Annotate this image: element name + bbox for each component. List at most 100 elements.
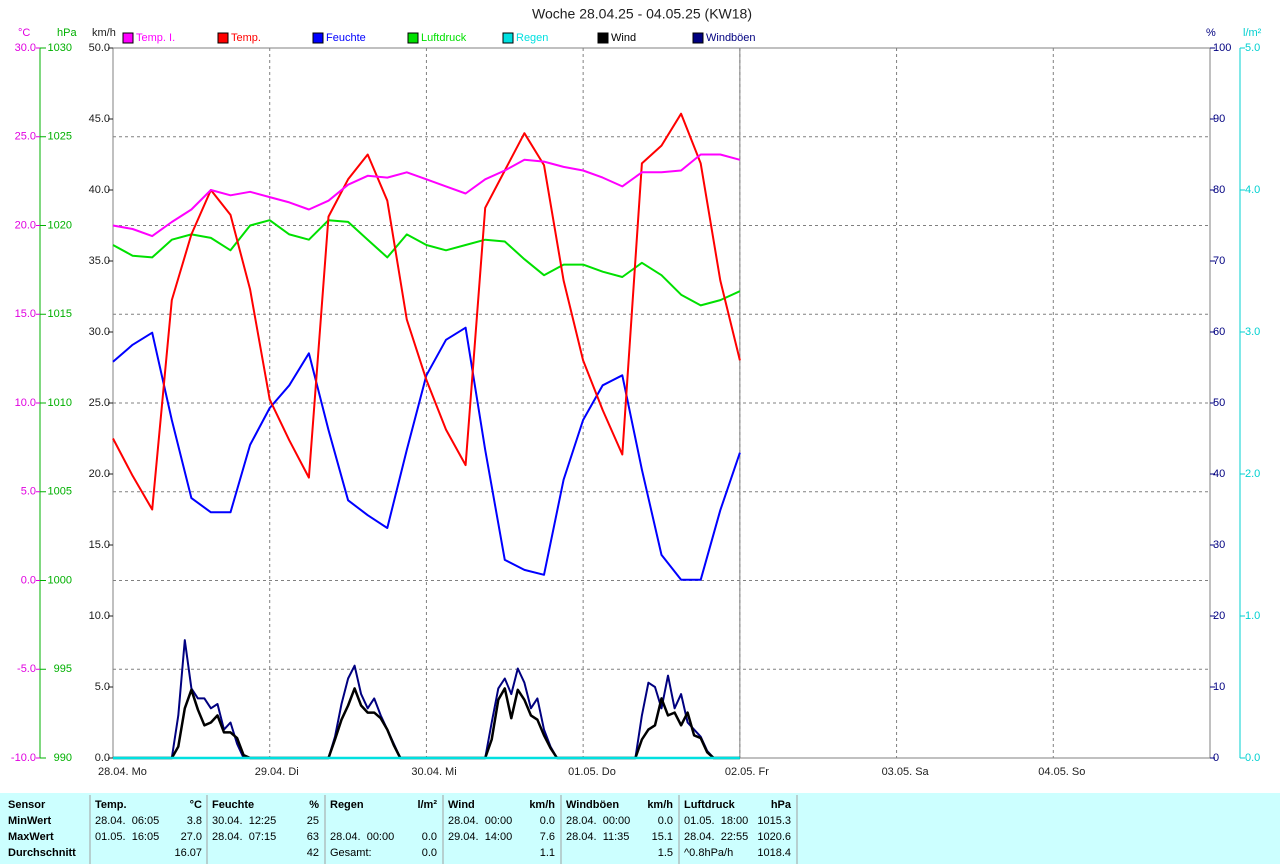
y-tick-label: 0 xyxy=(1213,752,1219,764)
y-tick-label: 60 xyxy=(1213,326,1225,338)
cell-date: 01.05. 18:00 xyxy=(684,815,748,827)
column-header: Luftdruck xyxy=(684,799,736,811)
cell-value: 25 xyxy=(307,815,319,827)
cell-value: 0.0 xyxy=(658,815,673,827)
cell-date: 28.04. 00:00 xyxy=(448,815,512,827)
y-tick-label: 5.0 xyxy=(95,681,110,693)
column-header: Feuchte xyxy=(212,799,254,811)
x-tick-label: 03.05. Sa xyxy=(882,766,930,778)
y-tick-label: 1025 xyxy=(48,131,72,143)
y-tick-label: 1000 xyxy=(48,574,72,586)
x-tick-label: 02.05. Fr xyxy=(725,766,769,778)
legend-swatch xyxy=(407,32,419,44)
cell-value: 27.0 xyxy=(181,831,202,843)
y-tick-label: 0.0 xyxy=(1245,752,1260,764)
y-tick-label: 25.0 xyxy=(15,131,36,143)
series-line xyxy=(112,153,741,238)
cell-value: 1.1 xyxy=(540,847,555,859)
row-label: MaxWert xyxy=(8,831,54,843)
y-tick-label: 1010 xyxy=(48,397,72,409)
x-tick-label: 04.05. So xyxy=(1038,766,1085,778)
y-tick-label: 25.0 xyxy=(89,397,110,409)
cell-value: 3.8 xyxy=(187,815,202,827)
y-tick-label: 30.0 xyxy=(89,326,110,338)
y-tick-label: 15.0 xyxy=(89,539,110,551)
legend-swatch xyxy=(692,32,704,44)
y-tick-label: 0.0 xyxy=(21,574,36,586)
column-header: Wind xyxy=(448,799,475,811)
column-header: Windböen xyxy=(566,799,619,811)
y-tick-label: 10 xyxy=(1213,681,1225,693)
legend-swatch xyxy=(502,32,514,44)
axis-unit: % xyxy=(1206,27,1216,39)
y-tick-label: 1005 xyxy=(48,486,72,498)
cell-date: Gesamt: xyxy=(330,847,372,859)
cell-value: 16.07 xyxy=(174,847,202,859)
series-line xyxy=(112,112,741,511)
y-tick-label: 45.0 xyxy=(89,113,110,125)
axis-unit: km/h xyxy=(92,27,116,39)
cell-value: 0.0 xyxy=(540,815,555,827)
x-tick-label: 01.05. Do xyxy=(568,766,616,778)
y-tick-label: 10.0 xyxy=(89,610,110,622)
column-header: Regen xyxy=(330,799,364,811)
y-tick-label: 1.0 xyxy=(1245,610,1260,622)
y-tick-label: 20 xyxy=(1213,610,1225,622)
x-tick-label: 28.04. Mo xyxy=(98,766,147,778)
y-tick-label: 80 xyxy=(1213,184,1225,196)
cell-value: 0.0 xyxy=(422,847,437,859)
y-tick-label: 20.0 xyxy=(15,219,36,231)
row-label: Durchschnitt xyxy=(8,847,76,859)
y-tick-label: 50 xyxy=(1213,397,1225,409)
y-tick-label: 0.0 xyxy=(95,752,110,764)
y-tick-label: -10.0 xyxy=(11,752,36,764)
y-tick-label: 35.0 xyxy=(89,255,110,267)
legend-label: Windböen xyxy=(706,32,756,44)
y-tick-label: 40.0 xyxy=(89,184,110,196)
column-unit: hPa xyxy=(771,799,792,811)
cell-date: 28.04. 00:00 xyxy=(330,831,394,843)
y-tick-label: 10.0 xyxy=(15,397,36,409)
y-tick-label: 990 xyxy=(54,752,72,764)
column-unit: km/h xyxy=(647,799,673,811)
axis-unit: °C xyxy=(18,27,30,39)
column-unit: % xyxy=(309,799,319,811)
legend-swatch xyxy=(312,32,324,44)
y-tick-label: 1015 xyxy=(48,308,72,320)
y-tick-label: 40 xyxy=(1213,468,1225,480)
y-tick-label: 70 xyxy=(1213,255,1225,267)
cell-value: 63 xyxy=(307,831,319,843)
row-label: MinWert xyxy=(8,815,52,827)
y-tick-label: 50.0 xyxy=(89,42,110,54)
series-line xyxy=(112,326,741,581)
cell-date: ^0.8hPa/h xyxy=(684,847,733,859)
stats-table xyxy=(0,793,1280,864)
y-tick-label: 100 xyxy=(1213,42,1231,54)
legend-label: Feuchte xyxy=(326,32,366,44)
row-label: Sensor xyxy=(8,799,46,811)
cell-value: 0.0 xyxy=(422,831,437,843)
cell-value: 15.1 xyxy=(652,831,673,843)
y-tick-label: 1030 xyxy=(48,42,72,54)
legend-label: Temp. xyxy=(231,32,261,44)
legend-swatch xyxy=(122,32,134,44)
y-tick-label: 4.0 xyxy=(1245,184,1260,196)
chart-title: Woche 28.04.25 - 04.05.25 (KW18) xyxy=(532,6,752,22)
cell-date: 29.04. 14:00 xyxy=(448,831,512,843)
cell-value: 1.5 xyxy=(658,847,673,859)
cell-date: 01.05. 16:05 xyxy=(95,831,159,843)
cell-value: 1020.6 xyxy=(757,831,791,843)
x-tick-label: 30.04. Mi xyxy=(411,766,456,778)
cell-value: 1018.4 xyxy=(757,847,791,859)
y-tick-label: 30.0 xyxy=(15,42,36,54)
cell-value: 1015.3 xyxy=(757,815,791,827)
y-tick-label: 30 xyxy=(1213,539,1225,551)
x-tick-label: 29.04. Di xyxy=(255,766,299,778)
legend-label: Luftdruck xyxy=(421,32,467,44)
column-unit: °C xyxy=(190,799,202,811)
cell-date: 28.04. 00:00 xyxy=(566,815,630,827)
legend-swatch xyxy=(217,32,229,44)
legend-label: Temp. I. xyxy=(136,32,175,44)
cell-value: 7.6 xyxy=(540,831,555,843)
